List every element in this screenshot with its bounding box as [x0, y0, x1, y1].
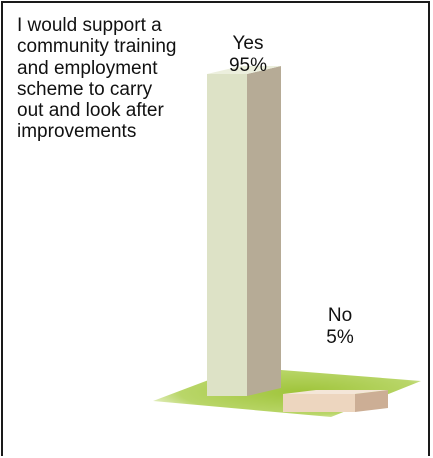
bar-label-no: No 5% [305, 305, 375, 349]
bar-category-yes: Yes [232, 33, 264, 54]
bar-no-top [283, 390, 388, 394]
bar-value-no: 5% [326, 327, 354, 348]
bars-group [207, 66, 388, 412]
bar-yes-side [247, 66, 281, 396]
bar-no-side [355, 390, 388, 412]
chart-area [153, 66, 421, 417]
bar-no-front [283, 394, 355, 412]
bar-yes-top [207, 66, 281, 74]
chart-question-text: I would support a community training and… [17, 15, 177, 143]
bar-yes-front [207, 74, 247, 396]
bar-category-no: No [327, 305, 353, 326]
bar-label-yes: Yes 95% [213, 33, 283, 77]
bar-value-yes: 95% [228, 55, 268, 76]
